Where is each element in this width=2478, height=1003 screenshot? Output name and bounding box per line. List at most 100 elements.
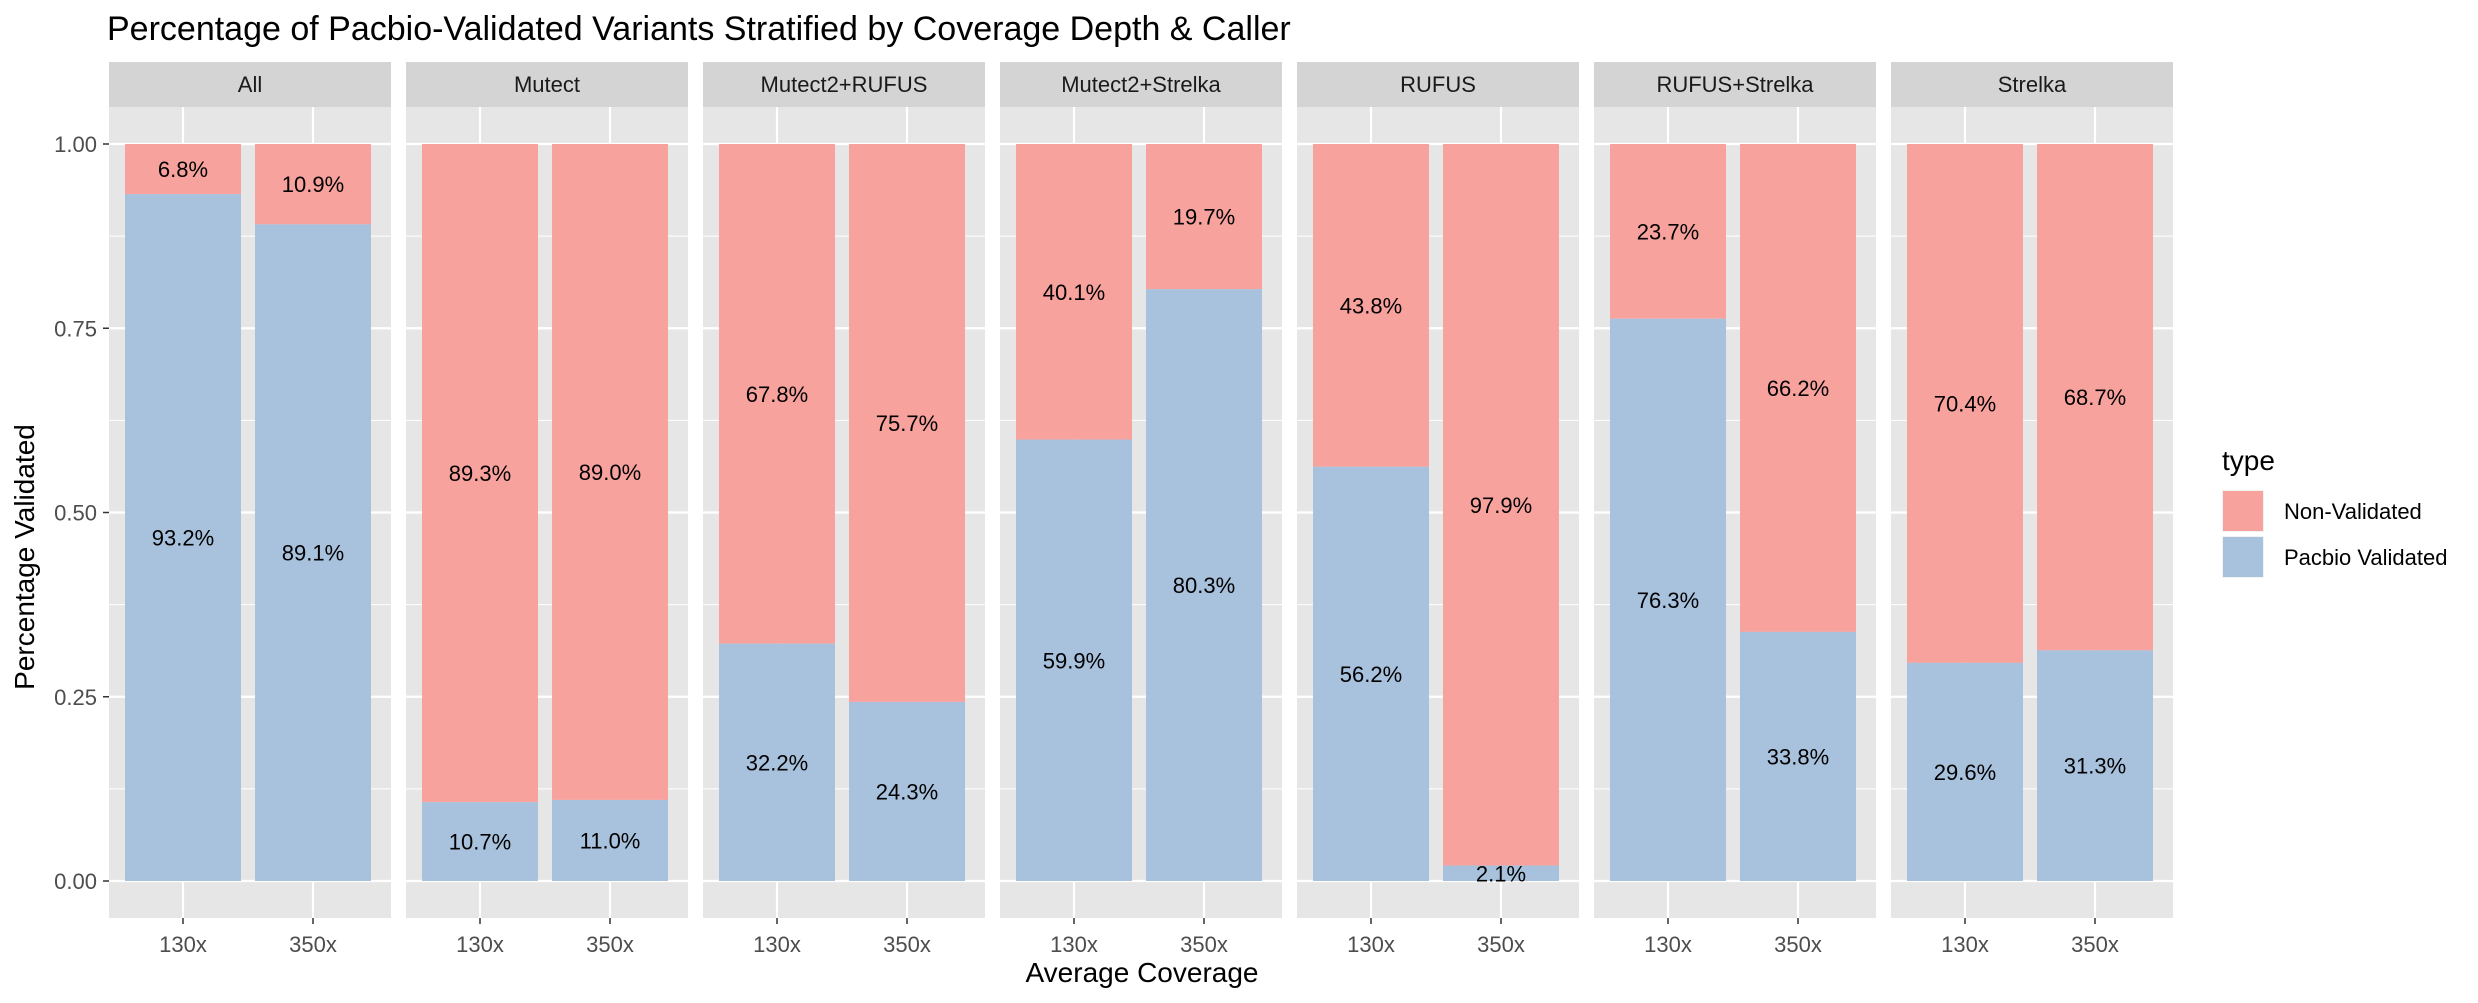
facet-panels: All 6.8% 93.2% 130x 10.9% 89.1% 350x Mutect 89.3… [109, 62, 2173, 957]
legend-label: Pacbio Validated [2284, 545, 2448, 570]
bar-pacbio-validated [1313, 466, 1429, 881]
legend-title: type [2222, 445, 2275, 476]
bar-non-validated [1443, 144, 1559, 866]
data-label-pacbio-validated: 10.7% [449, 830, 511, 855]
x-tick-label: 350x [2071, 932, 2119, 957]
facet-strip-label: RUFUS+Strelka [1656, 72, 1814, 97]
facet-strip [1594, 62, 1876, 107]
bar-pacbio-validated [255, 224, 371, 881]
bar-non-validated [125, 144, 241, 195]
bar-pacbio-validated [2037, 650, 2153, 881]
data-label-non-validated: 43.8% [1340, 293, 1402, 318]
facet-strip-label: RUFUS [1400, 72, 1476, 97]
x-tick-label: 350x [586, 932, 634, 957]
data-label-non-validated: 70.4% [1934, 391, 1996, 416]
data-label-pacbio-validated: 2.1% [1476, 861, 1526, 886]
x-tick-label: 350x [883, 932, 931, 957]
x-tick-label: 130x [456, 932, 504, 957]
legend-items: Non-Validated Pacbio Validated [2222, 490, 2448, 578]
facet-strip-label: All [238, 72, 262, 97]
facet-panel-rufus: RUFUS 43.8% 56.2% 130x 97.9% 2.1% 350x [1297, 62, 1579, 957]
facet-strip [1000, 62, 1282, 107]
facet-strip [406, 62, 688, 107]
y-tick-label: 0.00 [54, 869, 97, 894]
y-tick-label: 0.75 [54, 316, 97, 341]
y-tick-label: 0.25 [54, 685, 97, 710]
data-label-pacbio-validated: 11.0% [580, 828, 641, 853]
facet-panel-mutect2-rufus: Mutect2+RUFUS 67.8% 32.2% 130x 75.7% 24.3% 350… [703, 62, 985, 957]
x-tick-label: 130x [1941, 932, 1989, 957]
bar-non-validated [1907, 144, 2023, 663]
data-label-pacbio-validated: 80.3% [1173, 573, 1235, 598]
data-label-non-validated: 89.3% [449, 461, 511, 486]
facet-strip-label: Mutect2+Strelka [1061, 72, 1221, 97]
bar-pacbio-validated [1443, 865, 1559, 881]
data-label-non-validated: 6.8% [158, 157, 208, 182]
data-label-non-validated: 68.7% [2064, 385, 2126, 410]
facet-panel-strelka: Strelka 70.4% 29.6% 130x 68.7% 31.3% 350x [1891, 62, 2173, 957]
x-tick-label: 130x [1644, 932, 1692, 957]
facet-strip-label: Strelka [1998, 72, 2067, 97]
data-label-pacbio-validated: 76.3% [1637, 588, 1699, 613]
x-tick-label: 130x [1347, 932, 1395, 957]
bar-non-validated [1016, 144, 1132, 440]
facet-strip [109, 62, 391, 107]
y-tick-label: 0.50 [54, 501, 97, 526]
legend-item-pacbio-validated: Pacbio Validated [2222, 536, 2448, 578]
data-label-pacbio-validated: 59.9% [1043, 648, 1105, 673]
facet-strip-label: Mutect [514, 72, 580, 97]
y-axis-title: Percentage Validated [9, 424, 40, 690]
y-tick-label: 1.00 [54, 132, 97, 157]
legend-item-non-validated: Non-Validated [2222, 490, 2422, 532]
data-label-non-validated: 75.7% [876, 411, 938, 436]
facet-panel-mutect2-strelka: Mutect2+Strelka 40.1% 59.9% 130x 19.7% 80.3% 3… [1000, 62, 1282, 957]
bar-pacbio-validated [125, 194, 241, 882]
bar-pacbio-validated [1907, 662, 2023, 881]
data-label-pacbio-validated: 31.3% [2064, 754, 2126, 779]
facet-panel-rufus-strelka: RUFUS+Strelka 23.7% 76.3% 130x 66.2% 33.8% 350… [1594, 62, 1876, 957]
data-label-pacbio-validated: 56.2% [1340, 662, 1402, 687]
facet-strip [1297, 62, 1579, 107]
bar-pacbio-validated [1610, 318, 1726, 881]
y-axis: 0.00 0.25 0.50 0.75 1.00 [54, 132, 109, 894]
bar-non-validated [1610, 144, 1726, 319]
x-axis-title: Average Coverage [1026, 957, 1259, 988]
bar-non-validated [1146, 144, 1262, 290]
data-label-non-validated: 89.0% [579, 460, 641, 485]
x-tick-label: 350x [1477, 932, 1525, 957]
bar-pacbio-validated [1740, 631, 1856, 881]
chart-title: Percentage of Pacbio-Validated Variants … [107, 10, 1291, 48]
data-label-pacbio-validated: 93.2% [152, 526, 214, 551]
data-label-non-validated: 66.2% [1767, 376, 1829, 401]
legend-label: Non-Validated [2284, 499, 2422, 524]
bar-non-validated [1313, 144, 1429, 467]
bar-non-validated [719, 144, 835, 644]
x-tick-label: 350x [289, 932, 337, 957]
bar-pacbio-validated [422, 802, 538, 881]
data-label-non-validated: 40.1% [1043, 280, 1105, 305]
bar-non-validated [849, 144, 965, 702]
x-tick-label: 130x [1050, 932, 1098, 957]
data-label-non-validated: 19.7% [1173, 205, 1235, 230]
facet-strip [1891, 62, 2173, 107]
legend: type Non-Validated Pacbio Validated [2222, 445, 2448, 578]
bar-non-validated [1740, 144, 1856, 632]
bar-pacbio-validated [719, 643, 835, 881]
bar-pacbio-validated [1016, 439, 1132, 881]
data-label-pacbio-validated: 33.8% [1767, 744, 1829, 769]
data-label-non-validated: 67.8% [746, 382, 808, 407]
bar-pacbio-validated [849, 701, 965, 881]
bar-pacbio-validated [552, 799, 668, 881]
facet-strip [703, 62, 985, 107]
bar-pacbio-validated [1146, 289, 1262, 882]
facet-panel-all: All 6.8% 93.2% 130x 10.9% 89.1% 350x [109, 62, 391, 957]
data-label-pacbio-validated: 29.6% [1934, 760, 1996, 785]
bar-non-validated [255, 144, 371, 225]
data-label-non-validated: 97.9% [1470, 493, 1532, 518]
x-tick-label: 130x [753, 932, 801, 957]
data-label-pacbio-validated: 89.1% [282, 541, 344, 566]
legend-swatch [2223, 491, 2263, 531]
x-tick-label: 350x [1774, 932, 1822, 957]
